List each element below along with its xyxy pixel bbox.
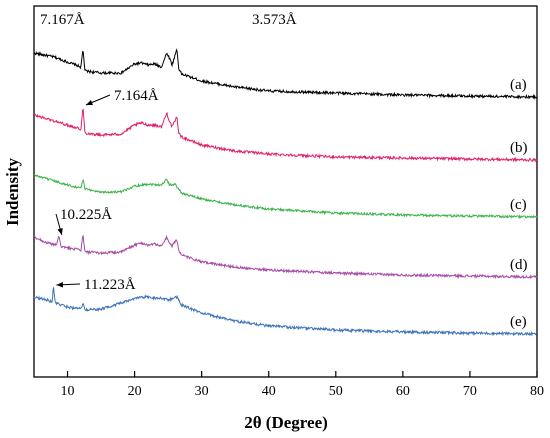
series-line-b (33, 108, 538, 163)
x-tick-label: 30 (195, 384, 209, 399)
x-axis-label: 2θ (Degree) (244, 413, 328, 432)
x-ticks: 10 20 30 40 50 60 70 80 (61, 371, 544, 399)
series-label-b: (b) (510, 140, 528, 156)
series-label-d: (d) (510, 257, 528, 273)
curves-layer (33, 48, 538, 337)
x-tick-label: 50 (329, 384, 343, 399)
series-label-e: (e) (510, 314, 527, 330)
series-line-e (33, 287, 538, 337)
peak-annotation: 7.167Å (40, 12, 85, 28)
x-tick-label: 10 (61, 384, 75, 399)
plot-frame (33, 5, 538, 378)
peak-annotation: 10.225Å (60, 207, 112, 223)
x-tick-label: 40 (262, 384, 276, 399)
y-axis-label: Indensity (3, 157, 22, 226)
series-line-c (33, 173, 538, 220)
annotation-arrowhead (85, 100, 93, 106)
x-tick-label: 70 (463, 384, 477, 399)
annotation-arrowhead (56, 282, 64, 288)
peak-annotation: 7.164Å (114, 88, 159, 104)
annotation-arrowhead (57, 228, 63, 235)
annotations: 7.167Å 3.573Å 7.164Å 10.225Å 11.223Å (40, 12, 297, 293)
x-tick-label: 60 (396, 384, 410, 399)
series-line-a (33, 48, 538, 101)
series-label-c: (c) (510, 197, 527, 213)
peak-annotation: 11.223Å (84, 277, 136, 293)
series-label-a: (a) (510, 77, 527, 93)
peak-annotation: 3.573Å (252, 12, 297, 28)
series-labels: (a) (b) (c) (d) (e) (510, 77, 528, 330)
x-tick-label: 20 (128, 384, 142, 399)
x-tick-label: 80 (530, 384, 544, 399)
series-line-d (33, 234, 538, 280)
